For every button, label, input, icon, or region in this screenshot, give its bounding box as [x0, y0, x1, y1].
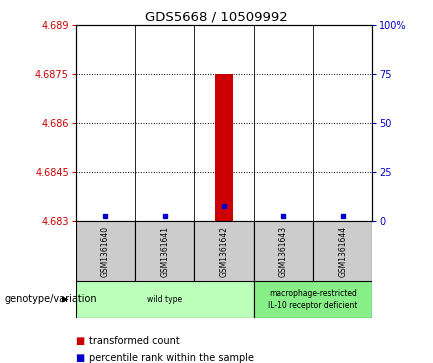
Bar	[135, 221, 194, 281]
Text: macrophage-restricted
IL-10 receptor deficient: macrophage-restricted IL-10 receptor def…	[268, 289, 358, 310]
Text: GDS5668 / 10509992: GDS5668 / 10509992	[145, 11, 288, 24]
Text: wild type: wild type	[147, 295, 182, 304]
Bar	[76, 221, 135, 281]
Text: ■: ■	[76, 336, 88, 346]
Bar	[254, 281, 372, 318]
Text: GSM1361642: GSM1361642	[220, 226, 229, 277]
Text: GSM1361641: GSM1361641	[160, 226, 169, 277]
Bar	[313, 221, 372, 281]
Bar	[194, 221, 254, 281]
Text: GSM1361643: GSM1361643	[279, 226, 288, 277]
Text: genotype/variation: genotype/variation	[4, 294, 97, 305]
Text: percentile rank within the sample: percentile rank within the sample	[89, 352, 254, 363]
Text: GSM1361640: GSM1361640	[101, 226, 110, 277]
Bar	[215, 74, 233, 221]
Bar	[254, 221, 313, 281]
Text: transformed count: transformed count	[89, 336, 180, 346]
Text: GSM1361644: GSM1361644	[338, 226, 347, 277]
Text: ■: ■	[76, 352, 88, 363]
Bar	[76, 281, 254, 318]
